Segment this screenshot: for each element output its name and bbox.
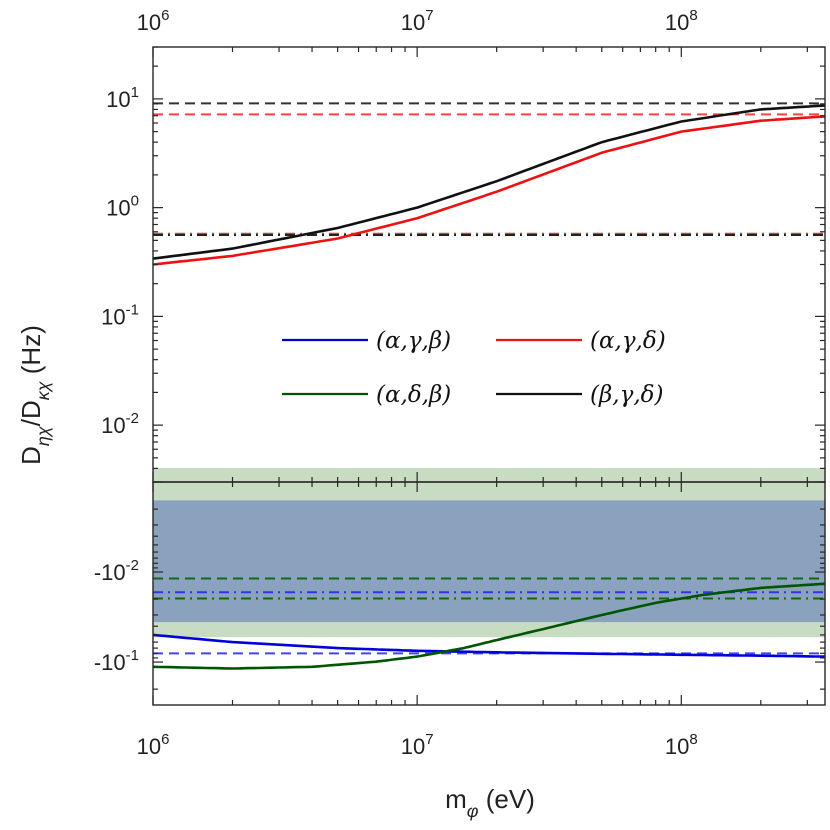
legend-label-alpha-gamma-delta: (α,γ,δ) [590, 328, 666, 354]
x-tick-base: 10 [401, 10, 425, 35]
x-axis-label-sub: φ [467, 801, 479, 821]
lower-panel-frame [152, 481, 826, 706]
x-tick-base: 10 [665, 10, 689, 35]
x-tick-exp: 8 [689, 731, 697, 748]
y-tick-exp: -1 [126, 301, 139, 318]
y-tick-label-upper-3: 10-2 [101, 410, 139, 438]
y-tick-label-upper-2: 10-1 [101, 301, 139, 329]
series-layer [152, 104, 826, 670]
series-line-0 [152, 633, 826, 658]
y-tick-exp: -2 [126, 557, 139, 574]
x-tick-label-bottom-1: 107 [401, 731, 434, 759]
y-axis-label-slash: /D [16, 400, 46, 426]
x-tick-base: 10 [401, 734, 425, 759]
legend-box [278, 318, 708, 418]
legend-label-alpha-gamma-beta: (α,γ,β) [376, 328, 451, 354]
blue-band [153, 500, 825, 623]
x-tick-exp: 7 [425, 7, 433, 24]
y-axis-label-d1: D [16, 446, 46, 465]
y-tick-base: 10 [101, 304, 125, 329]
bands-layer [153, 468, 825, 638]
x-tick-label-bottom-2: 108 [665, 731, 698, 759]
y-tick-base: 10 [106, 87, 130, 112]
x-tick-base: 10 [137, 734, 161, 759]
axes-layer: 10610610710710810810110010-110-2-10-2-10… [94, 7, 826, 759]
x-tick-label-top-1: 107 [401, 7, 434, 35]
y-tick-label-upper-1: 100 [106, 193, 139, 221]
y-tick-exp: -1 [126, 647, 139, 664]
x-tick-exp: 6 [161, 7, 169, 24]
reference-lines-layer [153, 102, 825, 655]
legend: (α,γ,β) (α,γ,δ) (α,δ,β) (β,γ,δ) [278, 318, 708, 418]
series-line-1 [152, 115, 826, 266]
y-tick-exp: -2 [126, 410, 139, 427]
x-axis-label-main: m [445, 784, 467, 814]
x-tick-exp: 7 [425, 731, 433, 748]
x-tick-base: 10 [137, 10, 161, 35]
y-tick-base: 10 [101, 413, 125, 438]
series-line-2 [152, 582, 826, 670]
x-tick-base: 10 [665, 734, 689, 759]
series-line-3 [152, 104, 826, 260]
y-tick-label-lower-1: -10-1 [94, 647, 139, 675]
y-axis-label-unit: (Hz) [16, 325, 46, 381]
legend-label-alpha-delta-beta: (α,δ,β) [376, 382, 451, 408]
x-tick-label-top-2: 108 [665, 7, 698, 35]
x-tick-label-top-0: 106 [137, 7, 170, 35]
y-tick-base: 10 [106, 196, 130, 221]
y-tick-label-upper-0: 101 [106, 84, 139, 112]
y-axis-label-sub1: ηχ [33, 425, 53, 446]
x-tick-exp: 8 [689, 7, 697, 24]
y-tick-label-lower-0: -10-2 [94, 557, 139, 585]
y-tick-base: -10 [94, 650, 126, 675]
x-tick-exp: 6 [161, 731, 169, 748]
x-tick-label-bottom-0: 106 [137, 731, 170, 759]
legend-label-beta-gamma-delta: (β,γ,δ) [590, 382, 663, 408]
y-tick-exp: 0 [131, 193, 139, 210]
y-tick-base: -10 [94, 560, 126, 585]
x-axis-label-unit: (eV) [479, 784, 535, 814]
y-tick-exp: 1 [131, 84, 139, 101]
x-axis-label: mφ (eV) [445, 784, 535, 821]
y-axis-label-sub2: κχ [33, 380, 53, 400]
y-axis-label: Dηχ/Dκχ (Hz) [16, 325, 53, 465]
